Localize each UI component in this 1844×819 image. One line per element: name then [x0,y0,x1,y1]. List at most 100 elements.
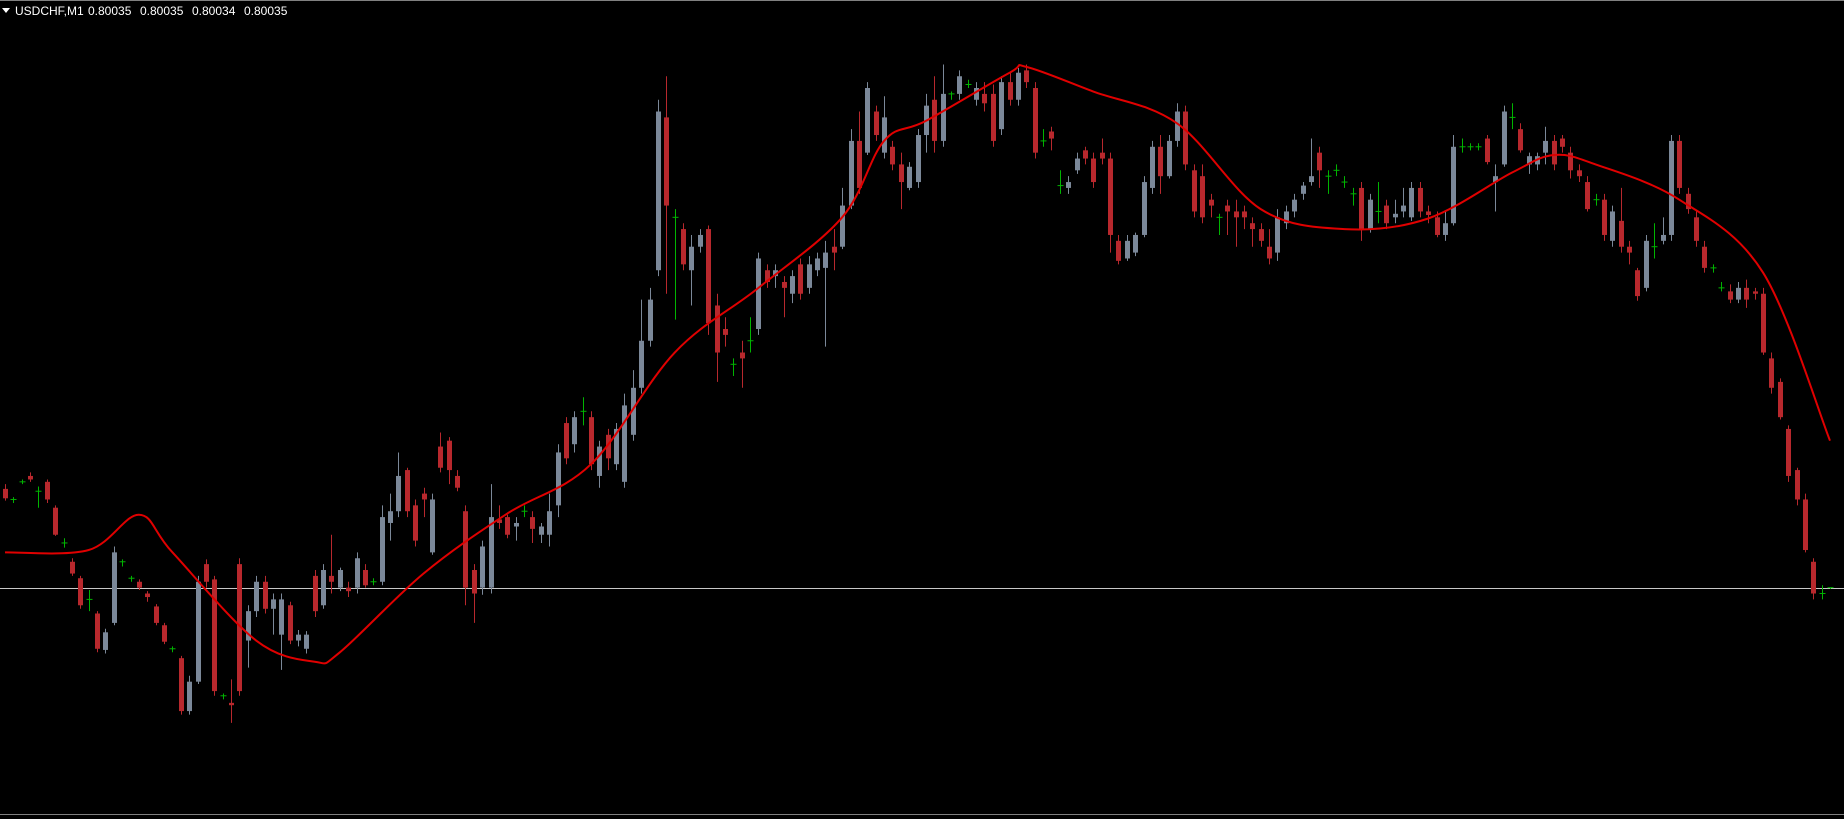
candle-body [857,140,862,188]
candle-body [974,88,979,100]
candle-body [1677,140,1682,188]
candle-body [1167,140,1172,177]
candle-body [899,164,904,183]
candle-body [196,581,201,682]
candle-body [1259,229,1264,241]
candle-body [874,111,879,136]
candle-body [45,481,50,500]
candle-body [547,511,552,535]
header-low: 0.80034 [192,4,236,18]
candle-body [740,352,745,359]
header-open: 0.80035 [88,4,132,18]
candle-body [1368,199,1373,230]
candle-body [1627,246,1632,253]
candle-body [1158,146,1163,177]
candle-body [455,475,460,488]
candle-body [1267,246,1272,259]
candle-body [53,507,58,535]
candle-body [271,599,276,609]
candle-body [162,625,167,642]
candle-body [849,140,854,206]
candle-body [1142,182,1147,235]
candle-body [823,252,828,268]
candle-body [1795,470,1800,500]
candle-body [1091,158,1096,183]
candle-body [530,517,535,529]
candle-body [447,440,452,471]
candle-body [1728,291,1733,300]
candle-body [388,511,393,523]
candle-body [1250,223,1255,230]
candle-body [782,281,787,288]
candle-body [1543,140,1548,153]
candle-body [865,88,870,153]
candle-body [78,578,83,606]
candle-body [472,570,477,594]
candle-body [907,166,912,188]
candle-body [145,593,150,598]
candle-body [95,613,100,649]
header-close: 0.80035 [244,4,288,18]
candle-body [1811,561,1816,594]
candle-body [1744,287,1749,300]
candle-body [1686,193,1691,210]
candle-body [1644,240,1649,288]
candle-body [313,575,318,612]
candle-body [179,658,184,712]
candle-body [304,634,309,649]
candle-body [1317,152,1322,171]
candle-body [723,329,728,335]
candle-body [1183,111,1188,165]
candle-body [882,117,887,153]
header-high: 0.80035 [140,4,184,18]
candle-body [1309,176,1314,183]
candle-body [564,423,569,459]
candle-body [698,234,703,247]
candle-body [154,606,159,623]
candle-body [622,405,627,482]
candle-body [1443,223,1448,235]
candle-body [1100,152,1105,159]
candle-body [1049,131,1054,139]
candle-body [1116,240,1121,261]
candle-body [1401,205,1406,212]
candle-body [539,526,544,535]
candle-body [556,452,561,506]
candle-body [405,470,410,512]
candle-body [254,581,259,612]
candle-body [840,205,845,247]
candle-body [355,558,360,588]
candle-body [1527,156,1532,165]
candle-body [1192,170,1197,212]
candle-body [1024,70,1029,83]
candle-body [187,681,192,712]
candle-body [489,517,494,588]
candle-body [1242,211,1247,218]
candle-body [1786,428,1791,476]
candle-body [1108,158,1113,235]
candle-body [832,246,837,253]
candle-body [212,579,217,692]
candle-body [681,229,686,265]
candle-body [807,264,812,288]
plot-area [0,63,1844,723]
candle-body [279,599,284,635]
candle-body [1635,270,1640,297]
candle-body [1175,111,1180,141]
candle-body [1384,205,1389,224]
menu-arrow[interactable] [2,8,10,13]
candle-body [1493,176,1498,183]
candle-body [614,428,619,465]
candle-body [1485,138,1490,163]
candle-body [1702,246,1707,268]
candle-body [982,93,987,104]
candle-body [1619,220,1624,247]
candle-body [463,511,468,588]
candle-body [1661,234,1666,241]
candle-body [497,519,502,523]
candle-body [422,493,427,500]
candle-body [656,111,661,271]
candle-body [1568,152,1573,171]
candle-body [296,634,301,641]
